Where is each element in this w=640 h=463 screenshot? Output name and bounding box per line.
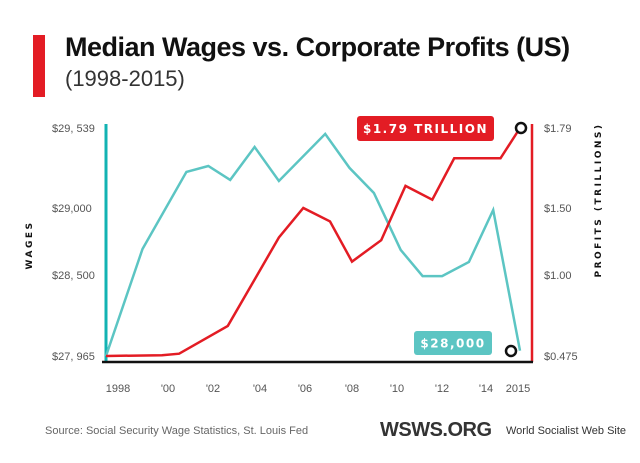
- y-left-tick-label: $29, 539: [52, 123, 95, 135]
- x-tick-label: 1998: [106, 383, 130, 395]
- wages-line: [104, 131, 522, 357]
- y-left-tick-label: $27, 965: [52, 351, 95, 363]
- y-left-tick-label: $29,000: [52, 203, 92, 215]
- y-right-tick-label: $1.00: [544, 270, 572, 282]
- wsws-logo: WSWS.ORG: [380, 419, 492, 441]
- x-tick-label: '02: [206, 383, 220, 395]
- tick-labels: $29, 539 $29,000 $28, 500 $27, 965 $1.79 $1.5…: [25, 122, 604, 395]
- x-tick-label: '04: [253, 383, 267, 395]
- y-right-tick-label: $0.475: [544, 351, 578, 363]
- title-accent-bar: [33, 35, 45, 97]
- y-right-axis-title: PROFITS (TRILLIONS): [594, 122, 604, 277]
- y-right-tick-label: $1.50: [544, 203, 572, 215]
- end-badges: $1.79 TRILLION $28,000: [357, 116, 528, 358]
- wages-end-badge: [414, 331, 492, 355]
- y-right-tick-label: $1.79: [544, 123, 572, 135]
- x-tick-label: '00: [161, 383, 175, 395]
- source-note: Source: Social Security Wage Statistics,…: [45, 425, 309, 437]
- x-tick-label: '08: [345, 383, 359, 395]
- axes: [102, 124, 534, 364]
- x-tick-label: '14: [479, 383, 493, 395]
- chart-title: Median Wages vs. Corporate Profits (US): [65, 32, 570, 62]
- x-tick-label: 2015: [506, 383, 530, 395]
- x-tick-label: '06: [298, 383, 312, 395]
- x-tick-label: '12: [435, 383, 449, 395]
- wages-end-badge-label: $28,000: [420, 337, 485, 351]
- profits-end-marker: [514, 121, 528, 135]
- chart-subtitle: (1998-2015): [65, 66, 185, 91]
- series-lines: [104, 127, 522, 358]
- profits-end-badge-label: $1.79 TRILLION: [363, 122, 488, 136]
- site-name: World Socialist Web Site: [506, 425, 627, 437]
- wages-end-marker: [504, 344, 518, 358]
- profits-end-badge: [357, 116, 494, 141]
- profits-line: [105, 127, 522, 358]
- x-tick-label: '10: [390, 383, 404, 395]
- y-left-tick-label: $28, 500: [52, 270, 95, 282]
- y-left-axis-title: WAGES: [25, 220, 35, 269]
